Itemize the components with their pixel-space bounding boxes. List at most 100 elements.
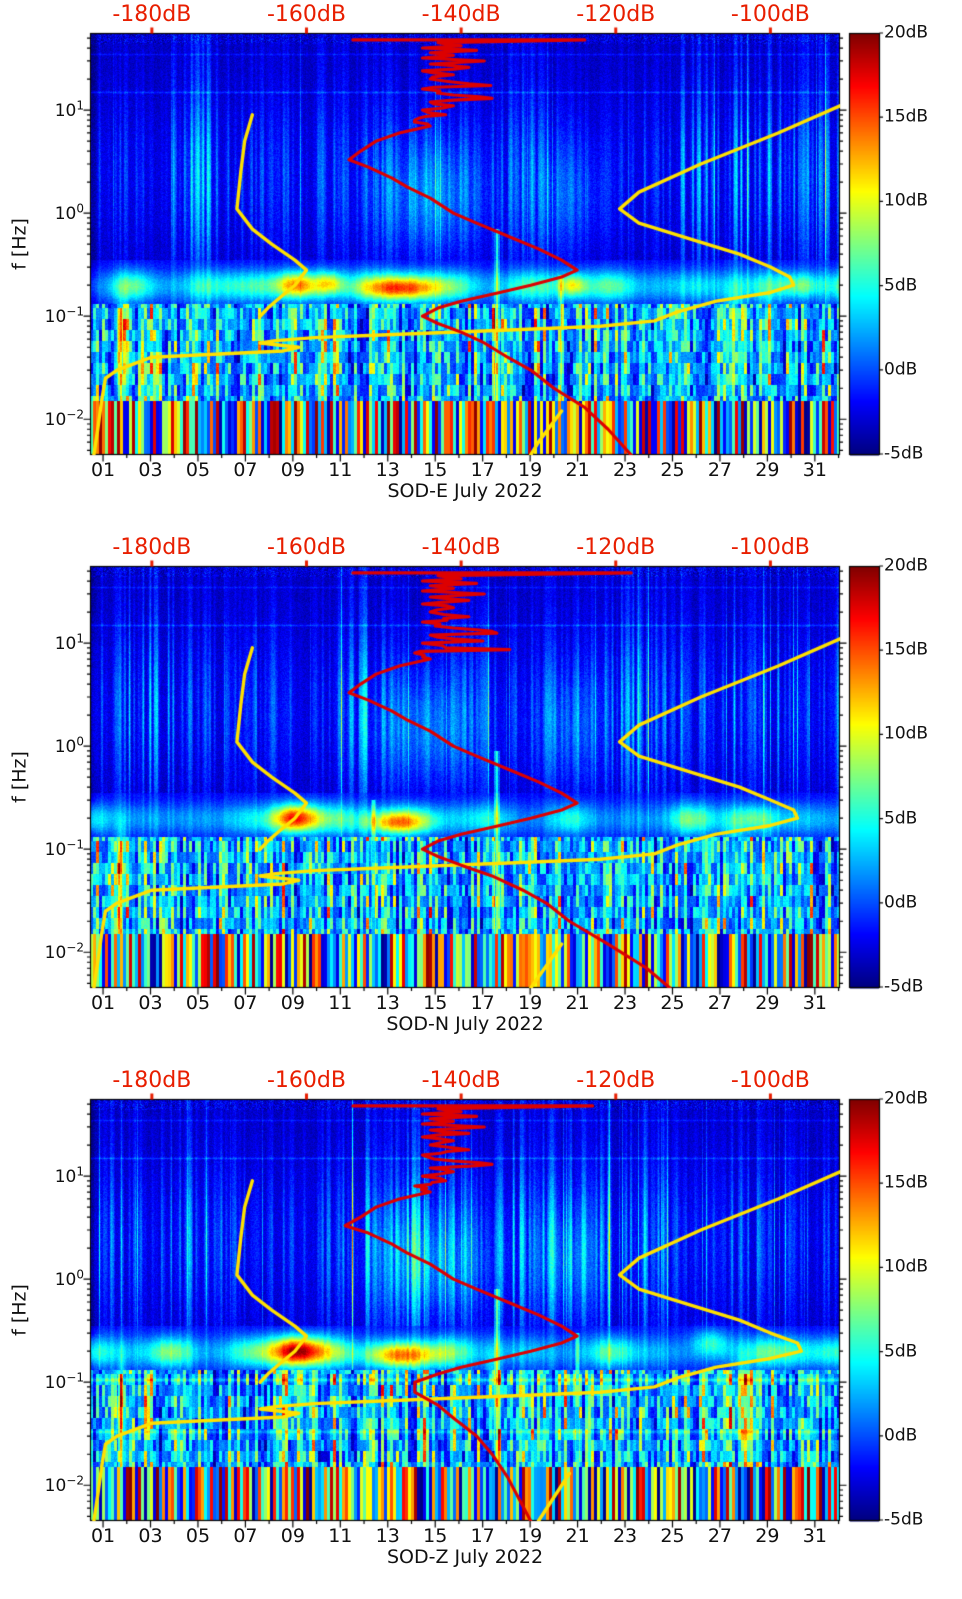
x-tick-label: 17	[470, 992, 495, 1014]
x-tick-label: 13	[375, 1525, 400, 1547]
x-tick-label: 05	[185, 992, 211, 1014]
top-axis-label: -180dB	[112, 535, 192, 560]
x-tick-label: 27	[707, 1525, 733, 1547]
top-axis-label: -120dB	[576, 535, 656, 560]
x-tick-label: 07	[233, 1525, 258, 1547]
colorbar-tick-label: 0dB	[884, 892, 918, 913]
y-axis-label: f [Hz]	[8, 218, 31, 270]
panel-sod-z: f [Hz] SOD-Z July 2022 -180dB -160dB -140d…	[0, 1066, 962, 1599]
x-tick-label: 21	[565, 1525, 590, 1547]
colorbar-tick-label: 5dB	[884, 1341, 918, 1362]
x-tick-label: 13	[375, 992, 400, 1014]
colorbar-tick-label: -5dB	[884, 1509, 924, 1530]
spectrogram-canvas	[82, 558, 848, 996]
top-axis-label: -100dB	[730, 1068, 810, 1093]
top-axis-label: -100dB	[730, 535, 810, 560]
x-tick-label: 01	[90, 1525, 116, 1547]
colorbar-tick-label: -5dB	[884, 976, 924, 997]
x-tick-label: 29	[755, 1525, 780, 1547]
panel-sod-n: f [Hz] SOD-N July 2022 -180dB -160dB -140d…	[0, 533, 962, 1066]
colorbar-tick-label: 0dB	[884, 359, 918, 380]
x-tick-label: 01	[90, 459, 116, 481]
x-tick-label: 31	[802, 1525, 827, 1547]
colorbar-tick-label: 15dB	[884, 1172, 929, 1193]
x-tick-label: 17	[470, 459, 495, 481]
x-tick-label: 23	[612, 1525, 638, 1547]
x-tick-label: 15	[423, 1525, 448, 1547]
x-tick-label: 09	[280, 992, 305, 1014]
x-tick-label: 27	[707, 459, 733, 481]
colorbar-tick-label: 20dB	[884, 555, 929, 576]
x-tick-label: 29	[755, 992, 780, 1014]
x-tick-label: 15	[423, 459, 448, 481]
x-tick-label: 23	[612, 459, 638, 481]
x-tick-label: 13	[375, 459, 400, 481]
x-tick-label: 21	[565, 992, 590, 1014]
x-tick-label: 15	[423, 992, 448, 1014]
x-tick-label: 25	[660, 992, 685, 1014]
colorbar-tick-label: 5dB	[884, 275, 918, 296]
top-axis-label: -140dB	[421, 1068, 501, 1093]
top-axis-label: -140dB	[421, 535, 501, 560]
y-tick-label: 10−1	[44, 837, 84, 861]
x-tick-label: 03	[138, 1525, 163, 1547]
spectrogram-canvas	[82, 25, 848, 463]
y-tick-label: 101	[54, 1164, 84, 1188]
x-tick-label: 19	[518, 1525, 543, 1547]
colorbar-tick-label: 15dB	[884, 639, 929, 660]
x-axis-title: SOD-Z July 2022	[386, 1546, 544, 1568]
x-tick-label: 01	[90, 992, 116, 1014]
top-axis-label: -160dB	[266, 1068, 346, 1093]
y-tick-label: 100	[54, 734, 84, 758]
top-axis-label: -160dB	[266, 535, 346, 560]
spectrogram-canvas	[82, 1091, 848, 1529]
colorbar-tick-label: 5dB	[884, 808, 918, 829]
x-tick-label: 09	[280, 1525, 305, 1547]
x-tick-label: 27	[707, 992, 733, 1014]
y-axis-label: f [Hz]	[8, 751, 31, 803]
x-axis-title: SOD-N July 2022	[386, 1013, 544, 1035]
y-tick-label: 100	[54, 1267, 84, 1291]
top-axis-label: -180dB	[112, 2, 192, 27]
top-axis-label: -160dB	[266, 2, 346, 27]
y-tick-label: 10−2	[44, 940, 84, 964]
colorbar-tick-label: 20dB	[884, 22, 929, 43]
x-tick-label: 23	[612, 992, 638, 1014]
colorbar-tick-label: 15dB	[884, 106, 929, 127]
y-tick-label: 100	[54, 201, 84, 225]
colorbar-tick-label: 10dB	[884, 724, 929, 745]
colorbar-canvas	[845, 25, 895, 463]
y-tick-label: 101	[54, 631, 84, 655]
x-tick-label: 11	[328, 459, 353, 481]
x-tick-label: 05	[185, 459, 211, 481]
y-tick-label: 10−2	[44, 407, 84, 431]
colorbar-tick-label: 10dB	[884, 191, 929, 212]
y-axis-label: f [Hz]	[8, 1284, 31, 1336]
colorbar-canvas	[845, 558, 895, 996]
x-tick-label: 19	[518, 459, 543, 481]
y-tick-label: 10−2	[44, 1473, 84, 1497]
colorbar-canvas	[845, 1091, 895, 1529]
x-tick-label: 05	[185, 1525, 211, 1547]
x-tick-label: 03	[138, 992, 163, 1014]
panel-sod-e: f [Hz] SOD-E July 2022 -180dB -160dB -140d…	[0, 0, 962, 533]
y-tick-label: 10−1	[44, 304, 84, 328]
top-axis-label: -180dB	[112, 1068, 192, 1093]
x-tick-label: 25	[660, 459, 685, 481]
x-tick-label: 19	[518, 992, 543, 1014]
x-tick-label: 31	[802, 992, 827, 1014]
top-axis-label: -120dB	[576, 1068, 656, 1093]
top-axis-label: -120dB	[576, 2, 656, 27]
x-axis-title: SOD-E July 2022	[387, 480, 543, 502]
x-tick-label: 25	[660, 1525, 685, 1547]
y-tick-label: 10−1	[44, 1370, 84, 1394]
y-tick-label: 101	[54, 98, 84, 122]
x-tick-label: 29	[755, 459, 780, 481]
colorbar-tick-label: 20dB	[884, 1088, 929, 1109]
colorbar-tick-label: -5dB	[884, 443, 924, 464]
x-tick-label: 17	[470, 1525, 495, 1547]
x-tick-label: 07	[233, 459, 258, 481]
x-tick-label: 11	[328, 992, 353, 1014]
x-tick-label: 09	[280, 459, 305, 481]
